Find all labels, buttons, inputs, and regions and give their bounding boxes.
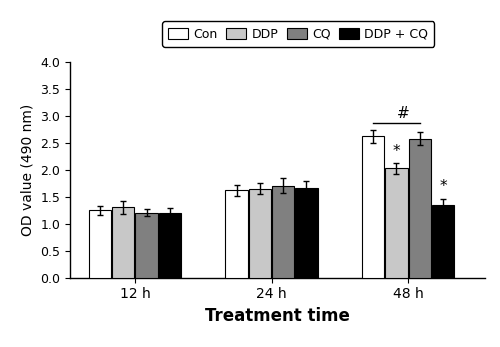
Bar bbox=[112, 207, 134, 278]
Bar bbox=[272, 186, 294, 278]
Bar bbox=[249, 189, 271, 278]
Y-axis label: OD value (490 nm): OD value (490 nm) bbox=[20, 104, 34, 236]
Text: *: * bbox=[440, 179, 447, 194]
Text: *: * bbox=[392, 144, 400, 159]
Legend: Con, DDP, CQ, DDP + CQ: Con, DDP, CQ, DDP + CQ bbox=[162, 22, 434, 47]
Text: #: # bbox=[397, 105, 409, 120]
Bar bbox=[362, 136, 384, 278]
Bar bbox=[89, 210, 111, 278]
Bar bbox=[159, 212, 181, 278]
Bar bbox=[408, 139, 431, 278]
X-axis label: Treatment time: Treatment time bbox=[205, 307, 350, 325]
Bar bbox=[136, 212, 158, 278]
Bar bbox=[226, 191, 248, 278]
Bar bbox=[386, 168, 407, 278]
Bar bbox=[432, 205, 454, 278]
Bar bbox=[296, 188, 318, 278]
